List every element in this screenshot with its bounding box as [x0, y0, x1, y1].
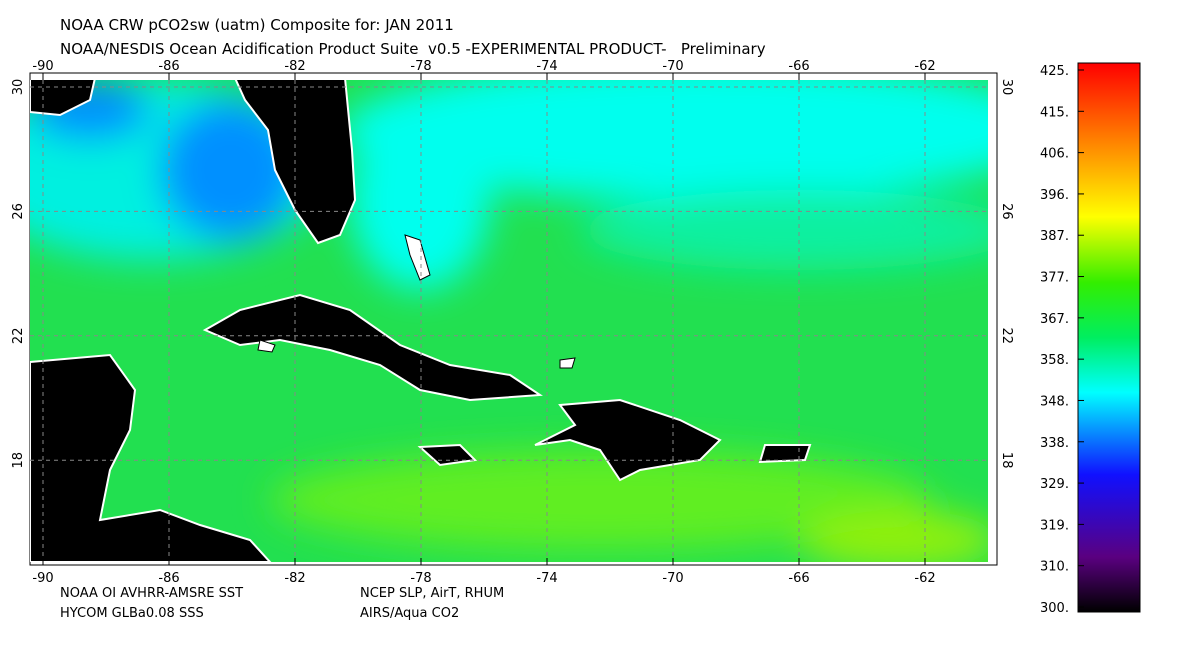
lat-label: 18: [11, 452, 26, 469]
colorbar-label: 377.: [1040, 271, 1069, 286]
colorbar-label: 348.: [1040, 394, 1069, 409]
islands: [257, 234, 576, 369]
footer-text: HYCOM GLBa0.08 SSS: [60, 606, 204, 621]
lon-label: -70: [662, 571, 683, 586]
colorbar: [1077, 62, 1141, 613]
lat-label: 22: [999, 328, 1014, 345]
colorbar-label: 415.: [1040, 105, 1069, 120]
colorbar-label: 396.: [1040, 188, 1069, 203]
lon-label: -86: [158, 59, 179, 74]
colorbar-label: 300.: [1040, 601, 1069, 616]
lon-label: -70: [662, 59, 683, 74]
map-area: [30, 80, 988, 562]
lon-label: -74: [536, 571, 557, 586]
colorbar-label: 319.: [1040, 518, 1069, 533]
footer-text: AIRS/Aqua CO2: [360, 606, 459, 621]
lon-label: -62: [914, 571, 935, 586]
lon-label: -90: [32, 59, 53, 74]
lon-label: -78: [410, 59, 431, 74]
lon-label: -66: [788, 59, 809, 74]
lon-label: -62: [914, 59, 935, 74]
lon-label: -74: [536, 59, 557, 74]
land: [30, 80, 812, 562]
colorbar-label: 367.: [1040, 312, 1069, 327]
colorbar-label: 358.: [1040, 353, 1069, 368]
lon-label: -82: [284, 571, 305, 586]
colorbar-label: 406.: [1040, 147, 1069, 162]
colorbar-label: 387.: [1040, 229, 1069, 244]
lon-label: -90: [32, 571, 53, 586]
subtitle: NOAA/NESDIS Ocean Acidification Product …: [60, 40, 766, 58]
lat-label: 30: [999, 79, 1014, 96]
lat-label: 26: [999, 203, 1014, 220]
lon-label: -82: [284, 59, 305, 74]
lat-label: 22: [11, 328, 26, 345]
colorbar-label: 329.: [1040, 477, 1069, 492]
lon-label: -86: [158, 571, 179, 586]
footer-text: NCEP SLP, AirT, RHUM: [360, 586, 504, 601]
lat-label: 30: [11, 79, 26, 96]
field: [30, 80, 988, 562]
lat-label: 26: [11, 203, 26, 220]
colorbar-label: 425.: [1040, 64, 1069, 79]
lon-label: -66: [788, 571, 809, 586]
colorbar-label: 310.: [1040, 560, 1069, 575]
lon-label: -78: [410, 571, 431, 586]
title: NOAA CRW pCO2sw (uatm) Composite for: JA…: [60, 16, 454, 34]
colorbar-label: 338.: [1040, 436, 1069, 451]
footer-text: NOAA OI AVHRR-AMSRE SST: [60, 586, 243, 601]
lat-label: 18: [999, 452, 1014, 469]
